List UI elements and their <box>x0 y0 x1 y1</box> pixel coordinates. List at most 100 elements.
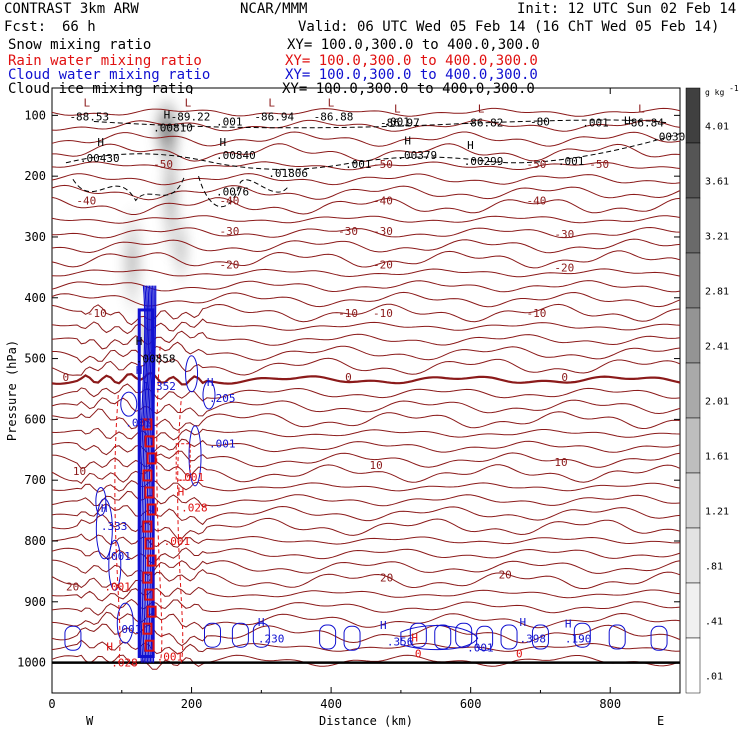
cloud-water-contour <box>409 622 427 648</box>
rain-label: .001 <box>178 471 205 484</box>
rain-core-cell <box>144 639 155 652</box>
x-end-label-west: W <box>86 714 94 728</box>
cloud-ice-plume <box>118 201 147 322</box>
high-marker: H <box>207 376 214 389</box>
isotherm-line <box>51 226 681 239</box>
cloud-water-contour <box>573 622 591 648</box>
field-snow-xy: XY= 100.0,300.0 to 400.0,300.0 <box>287 37 540 53</box>
high-marker: H <box>565 617 572 630</box>
colorbar-tick-label: 4.01 <box>705 122 729 133</box>
x-end-label-east: E <box>657 714 664 728</box>
cloud-water-contour <box>252 622 270 648</box>
isotherm-label: 20 <box>499 568 512 581</box>
low-marker: L <box>638 102 645 115</box>
snow-contour <box>198 176 290 208</box>
isotherm-label: 10 <box>369 459 382 472</box>
cloud-water-contour <box>146 285 153 663</box>
high-marker: H <box>520 616 527 629</box>
isotherm-line <box>51 559 681 577</box>
colorbar-segment <box>685 252 701 309</box>
isotherm-line <box>52 341 681 364</box>
high-marker: H <box>136 364 143 377</box>
isotherm-line <box>51 438 681 456</box>
high-marker: H <box>136 335 143 348</box>
isotherm-line <box>51 268 681 278</box>
field-rain-name: Rain water mixing ratio <box>8 53 202 69</box>
colorbar-segment <box>685 362 701 419</box>
isotherm-line <box>51 611 681 630</box>
isotherm-line <box>51 547 681 564</box>
colorbar-segment <box>685 472 701 529</box>
x-tick-label: 0 <box>48 697 55 711</box>
colorbar-segment <box>685 197 701 254</box>
isotherm-line <box>51 250 681 269</box>
isotherm-label: -20 <box>554 261 574 274</box>
snow-label: .001 <box>582 117 609 130</box>
isotherm-label: -10 <box>338 307 358 320</box>
rain-core-cell <box>142 469 153 482</box>
model-title: CONTRAST 3km ARW <box>4 1 139 17</box>
isotherm-line <box>51 161 681 171</box>
cloud-water-contour <box>319 624 337 650</box>
isotherm-line <box>51 291 681 308</box>
snow-label: .00299 <box>464 155 504 168</box>
colorbar-tick-label: 3.21 <box>705 232 729 243</box>
isotherm-line <box>51 107 681 117</box>
isotherm-line <box>51 196 681 215</box>
isotherm-label: -30 <box>373 225 393 238</box>
isotherm-line <box>51 533 681 548</box>
snow-label: .0076 <box>216 185 249 198</box>
rain-label: .001 <box>157 651 184 664</box>
rain-core-cell <box>146 554 157 567</box>
colorbar-unit-exponent: -1 <box>729 84 739 93</box>
colorbar-tick-label: 1.61 <box>705 452 729 463</box>
snow-label: .00840 <box>216 149 256 162</box>
snow-label: .00379 <box>397 149 437 162</box>
high-marker: H <box>624 114 631 127</box>
colorbar-tick-label: 2.01 <box>705 397 729 408</box>
y-tick-label: 900 <box>24 595 46 609</box>
snow-contour <box>65 133 681 170</box>
isotherm-line <box>51 427 681 441</box>
isotherm-line <box>51 238 681 254</box>
snow-label: .001 <box>216 115 243 128</box>
high-marker: H <box>411 631 418 644</box>
y-tick-label: 600 <box>24 412 46 426</box>
isotherm-line <box>51 490 681 508</box>
y-tick-label: 300 <box>24 230 46 244</box>
snow-label: .001 <box>345 158 372 171</box>
isotherm-line <box>51 654 681 670</box>
y-tick-label: 100 <box>24 108 46 122</box>
isotherm-line <box>51 215 681 224</box>
cloud-water-contour <box>608 624 626 650</box>
x-tick-label: 200 <box>181 697 203 711</box>
rain-core-cell <box>142 418 153 431</box>
low-marker: L <box>83 96 90 109</box>
fcst-label: Fcst: <box>4 19 47 35</box>
high-marker: H <box>97 136 104 149</box>
snow-label: .001 <box>558 155 585 168</box>
isotherm-label: -50 <box>526 158 546 171</box>
field-cloud-ice-name: Cloud ice mixing ratio <box>8 81 194 97</box>
cloud-water-contour <box>500 624 518 650</box>
field-snow-name: Snow mixing ratio <box>8 37 152 53</box>
y-tick-label: 500 <box>24 352 46 366</box>
isotherm-label: -30 <box>219 225 239 238</box>
isotherm-line <box>51 354 681 376</box>
isotherm-label: 0 <box>62 371 69 384</box>
isotherm-line <box>51 513 681 540</box>
isotherm-line <box>51 330 681 350</box>
colorbar-unit: g kg -1 <box>705 84 739 97</box>
snow-contour <box>93 119 667 129</box>
y-tick-label: 800 <box>24 534 46 548</box>
isotherm-line <box>51 280 681 293</box>
low-value: -88.53 <box>69 110 109 123</box>
rain-core-cell <box>144 537 155 550</box>
rain-core-cell <box>144 588 155 601</box>
isotherm-label: -50 <box>153 158 173 171</box>
snow-label: .00306 <box>652 131 692 144</box>
high-marker: H <box>467 139 474 152</box>
org-label: NCAR/MMM <box>240 1 308 17</box>
rain-label: .001 <box>164 535 191 548</box>
isotherm-label: -40 <box>219 194 239 207</box>
